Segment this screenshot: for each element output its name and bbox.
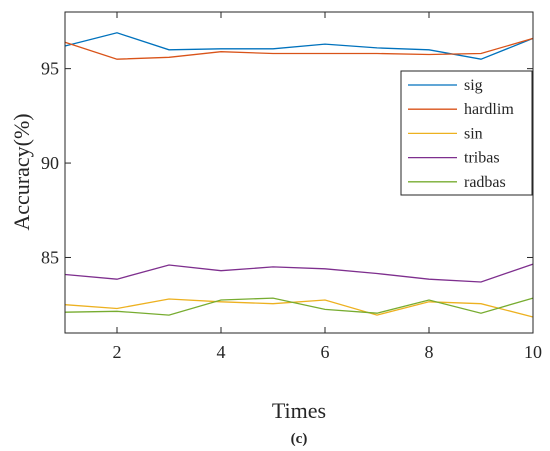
x-tick-label: 2 (113, 342, 122, 362)
ticks-group: 2 4 6 8 10 85 90 95 (41, 12, 542, 362)
y-tick-label: 85 (41, 247, 59, 267)
legend-label-sin: sin (464, 125, 483, 142)
legend-label-radbas: radbas (464, 174, 506, 191)
series-line-hardlim (64, 37, 534, 60)
legend-label-hardlim: hardlim (464, 101, 514, 118)
y-axis-label: Accuracy(%) (9, 113, 34, 230)
x-tick-label: 8 (425, 342, 434, 362)
series-line-radbas (64, 297, 534, 316)
series-line-tribas (64, 263, 534, 283)
x-tick-label: 4 (217, 342, 226, 362)
x-tick-label: 6 (321, 342, 330, 362)
y-tick-label: 95 (41, 59, 59, 79)
x-tick-label: 10 (524, 342, 542, 362)
x-axis-label: Times (272, 398, 326, 423)
series-line-sin (64, 298, 534, 318)
series-group (64, 32, 534, 318)
legend: sig hardlim sin tribas radbas (400, 70, 533, 196)
legend-label-tribas: tribas (464, 150, 500, 167)
figure-caption: (c) (291, 431, 308, 447)
y-tick-label: 90 (41, 153, 59, 173)
plot-frame (64, 11, 534, 334)
legend-label-sig: sig (464, 77, 483, 94)
